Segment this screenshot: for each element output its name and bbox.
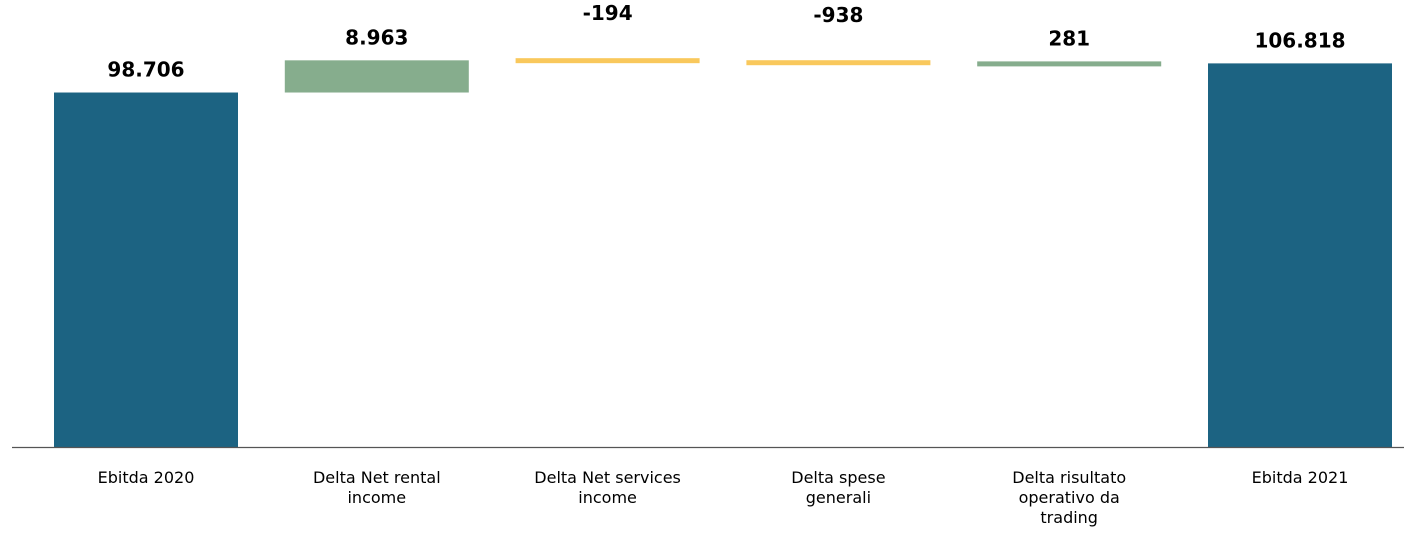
category-label-3-1: generali (806, 488, 871, 507)
bar-5 (1208, 63, 1392, 447)
bar-0 (54, 92, 238, 447)
value-label-5: 106.818 (1254, 28, 1345, 52)
value-label-1: 8.963 (345, 25, 408, 49)
bar-4 (977, 61, 1162, 67)
category-label-2-1: income (578, 488, 637, 507)
category-label-4-0: Delta risultato (1012, 468, 1126, 487)
category-label-1-0: Delta Net rental (313, 468, 441, 487)
category-label-0-0: Ebitda 2020 (98, 468, 195, 487)
category-label-2-0: Delta Net services (534, 468, 681, 487)
bar-3 (746, 60, 931, 66)
value-label-3: -938 (813, 3, 863, 27)
value-label-0: 98.706 (107, 58, 184, 82)
category-label-5-0: Ebitda 2021 (1252, 468, 1349, 487)
category-label-1-1: income (347, 488, 406, 507)
category-label-4-1: operativo da (1019, 488, 1120, 507)
category-label-3-0: Delta spese (791, 468, 885, 487)
value-label-4: 281 (1048, 26, 1090, 50)
bar-1 (284, 60, 469, 93)
category-label-4-2: trading (1040, 508, 1098, 527)
bar-2 (515, 58, 700, 64)
value-label-2: -194 (583, 1, 633, 25)
